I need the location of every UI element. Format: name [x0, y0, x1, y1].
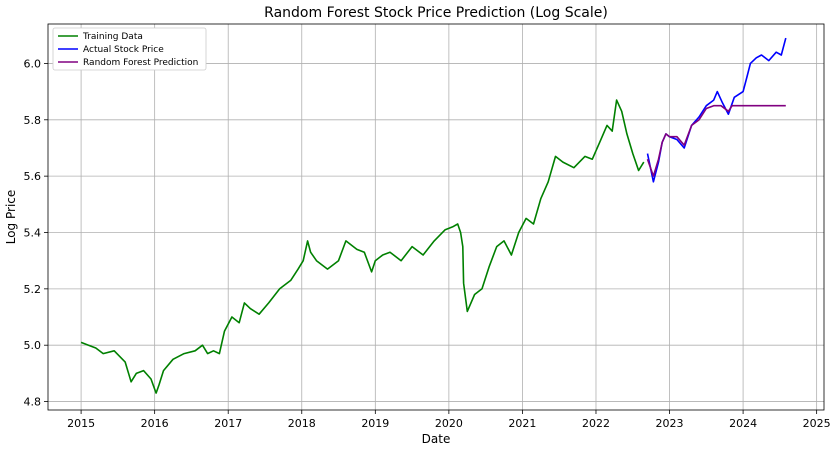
legend-box — [52, 27, 207, 71]
x-tick-label: 2021 — [508, 417, 536, 430]
plot-frame — [47, 23, 825, 411]
grid — [48, 24, 824, 410]
legend-label: Random Forest Prediction — [83, 58, 198, 68]
y-tick-label: 6.0 — [24, 57, 42, 70]
x-tick-label: 2015 — [67, 417, 95, 430]
x-tick-label: 2019 — [361, 417, 389, 430]
x-tick-label: 2025 — [803, 417, 831, 430]
series-line-training-data — [80, 99, 645, 394]
x-tick-label: 2016 — [141, 417, 169, 430]
y-tick-label: 5.2 — [24, 283, 42, 296]
x-tick-label: 2022 — [582, 417, 610, 430]
axis-ticks: 2015 2016 2017 2018 2019 2020 2021 2022 2023 2024… — [24, 57, 831, 430]
x-tick-label: 2020 — [435, 417, 463, 430]
x-tick-label: 2023 — [656, 417, 684, 430]
y-axis-label: Log Price — [4, 190, 18, 245]
series-lines — [80, 37, 787, 394]
legend-label: Actual Stock Price — [83, 45, 164, 55]
x-axis-label: Date — [422, 432, 451, 446]
x-tick-label: 2017 — [214, 417, 242, 430]
y-tick-label: 5.8 — [24, 114, 42, 127]
legend-label: Training Data — [82, 32, 143, 42]
legend: Training Data Actual Stock Price Random Fo… — [52, 27, 207, 71]
series-line-actual-stock-price — [646, 37, 787, 183]
chart-title: Random Forest Stock Price Prediction (Lo… — [264, 5, 608, 21]
y-tick-label: 5.6 — [24, 170, 42, 183]
y-tick-label: 5.4 — [24, 226, 42, 239]
x-tick-label: 2018 — [288, 417, 316, 430]
x-tick-label: 2024 — [729, 417, 757, 430]
y-tick-label: 5.0 — [24, 339, 42, 352]
y-tick-label: 4.8 — [24, 396, 42, 409]
series-line-random-forest-prediction — [646, 104, 786, 177]
